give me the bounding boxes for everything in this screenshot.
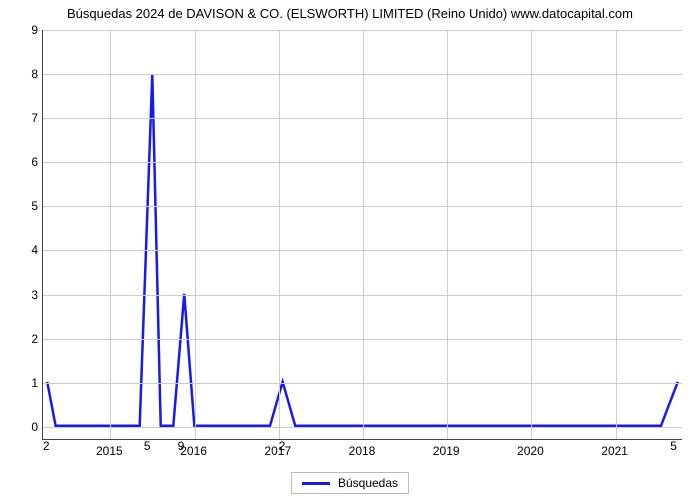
chart-container: Búsquedas 2024 de DAVISON & CO. (ELSWORT… xyxy=(0,0,700,500)
y-tick-label: 4 xyxy=(8,243,38,257)
x-tick-label: 2019 xyxy=(433,444,460,458)
x-tick-label: 2020 xyxy=(517,444,544,458)
y-tick-label: 6 xyxy=(8,155,38,169)
y-tick-label: 7 xyxy=(8,111,38,125)
x-tick-label: 2015 xyxy=(96,444,123,458)
legend-line-swatch xyxy=(302,482,330,485)
y-tick-label: 1 xyxy=(8,376,38,390)
legend: Búsquedas xyxy=(291,472,409,494)
peak-value-label: 2 xyxy=(279,439,286,453)
gridline-vertical xyxy=(531,30,532,439)
gridline-vertical xyxy=(616,30,617,439)
gridline-vertical xyxy=(447,30,448,439)
gridline-vertical xyxy=(195,30,196,439)
y-tick-label: 0 xyxy=(8,420,38,434)
y-tick-label: 9 xyxy=(8,23,38,37)
x-tick-label: 2018 xyxy=(349,444,376,458)
peak-value-label: 5 xyxy=(670,439,677,453)
y-tick-label: 8 xyxy=(8,67,38,81)
x-tick-label: 2021 xyxy=(601,444,628,458)
y-tick-label: 5 xyxy=(8,199,38,213)
gridline-vertical xyxy=(363,30,364,439)
peak-value-label: 2 xyxy=(43,439,50,453)
peak-value-label: 9 xyxy=(178,439,185,453)
peak-value-label: 5 xyxy=(144,439,151,453)
gridline-vertical xyxy=(279,30,280,439)
legend-label: Búsquedas xyxy=(338,476,398,490)
y-tick-label: 3 xyxy=(8,288,38,302)
gridline-vertical xyxy=(110,30,111,439)
plot-area xyxy=(42,30,682,440)
chart-title: Búsquedas 2024 de DAVISON & CO. (ELSWORT… xyxy=(0,6,700,21)
y-tick-label: 2 xyxy=(8,332,38,346)
